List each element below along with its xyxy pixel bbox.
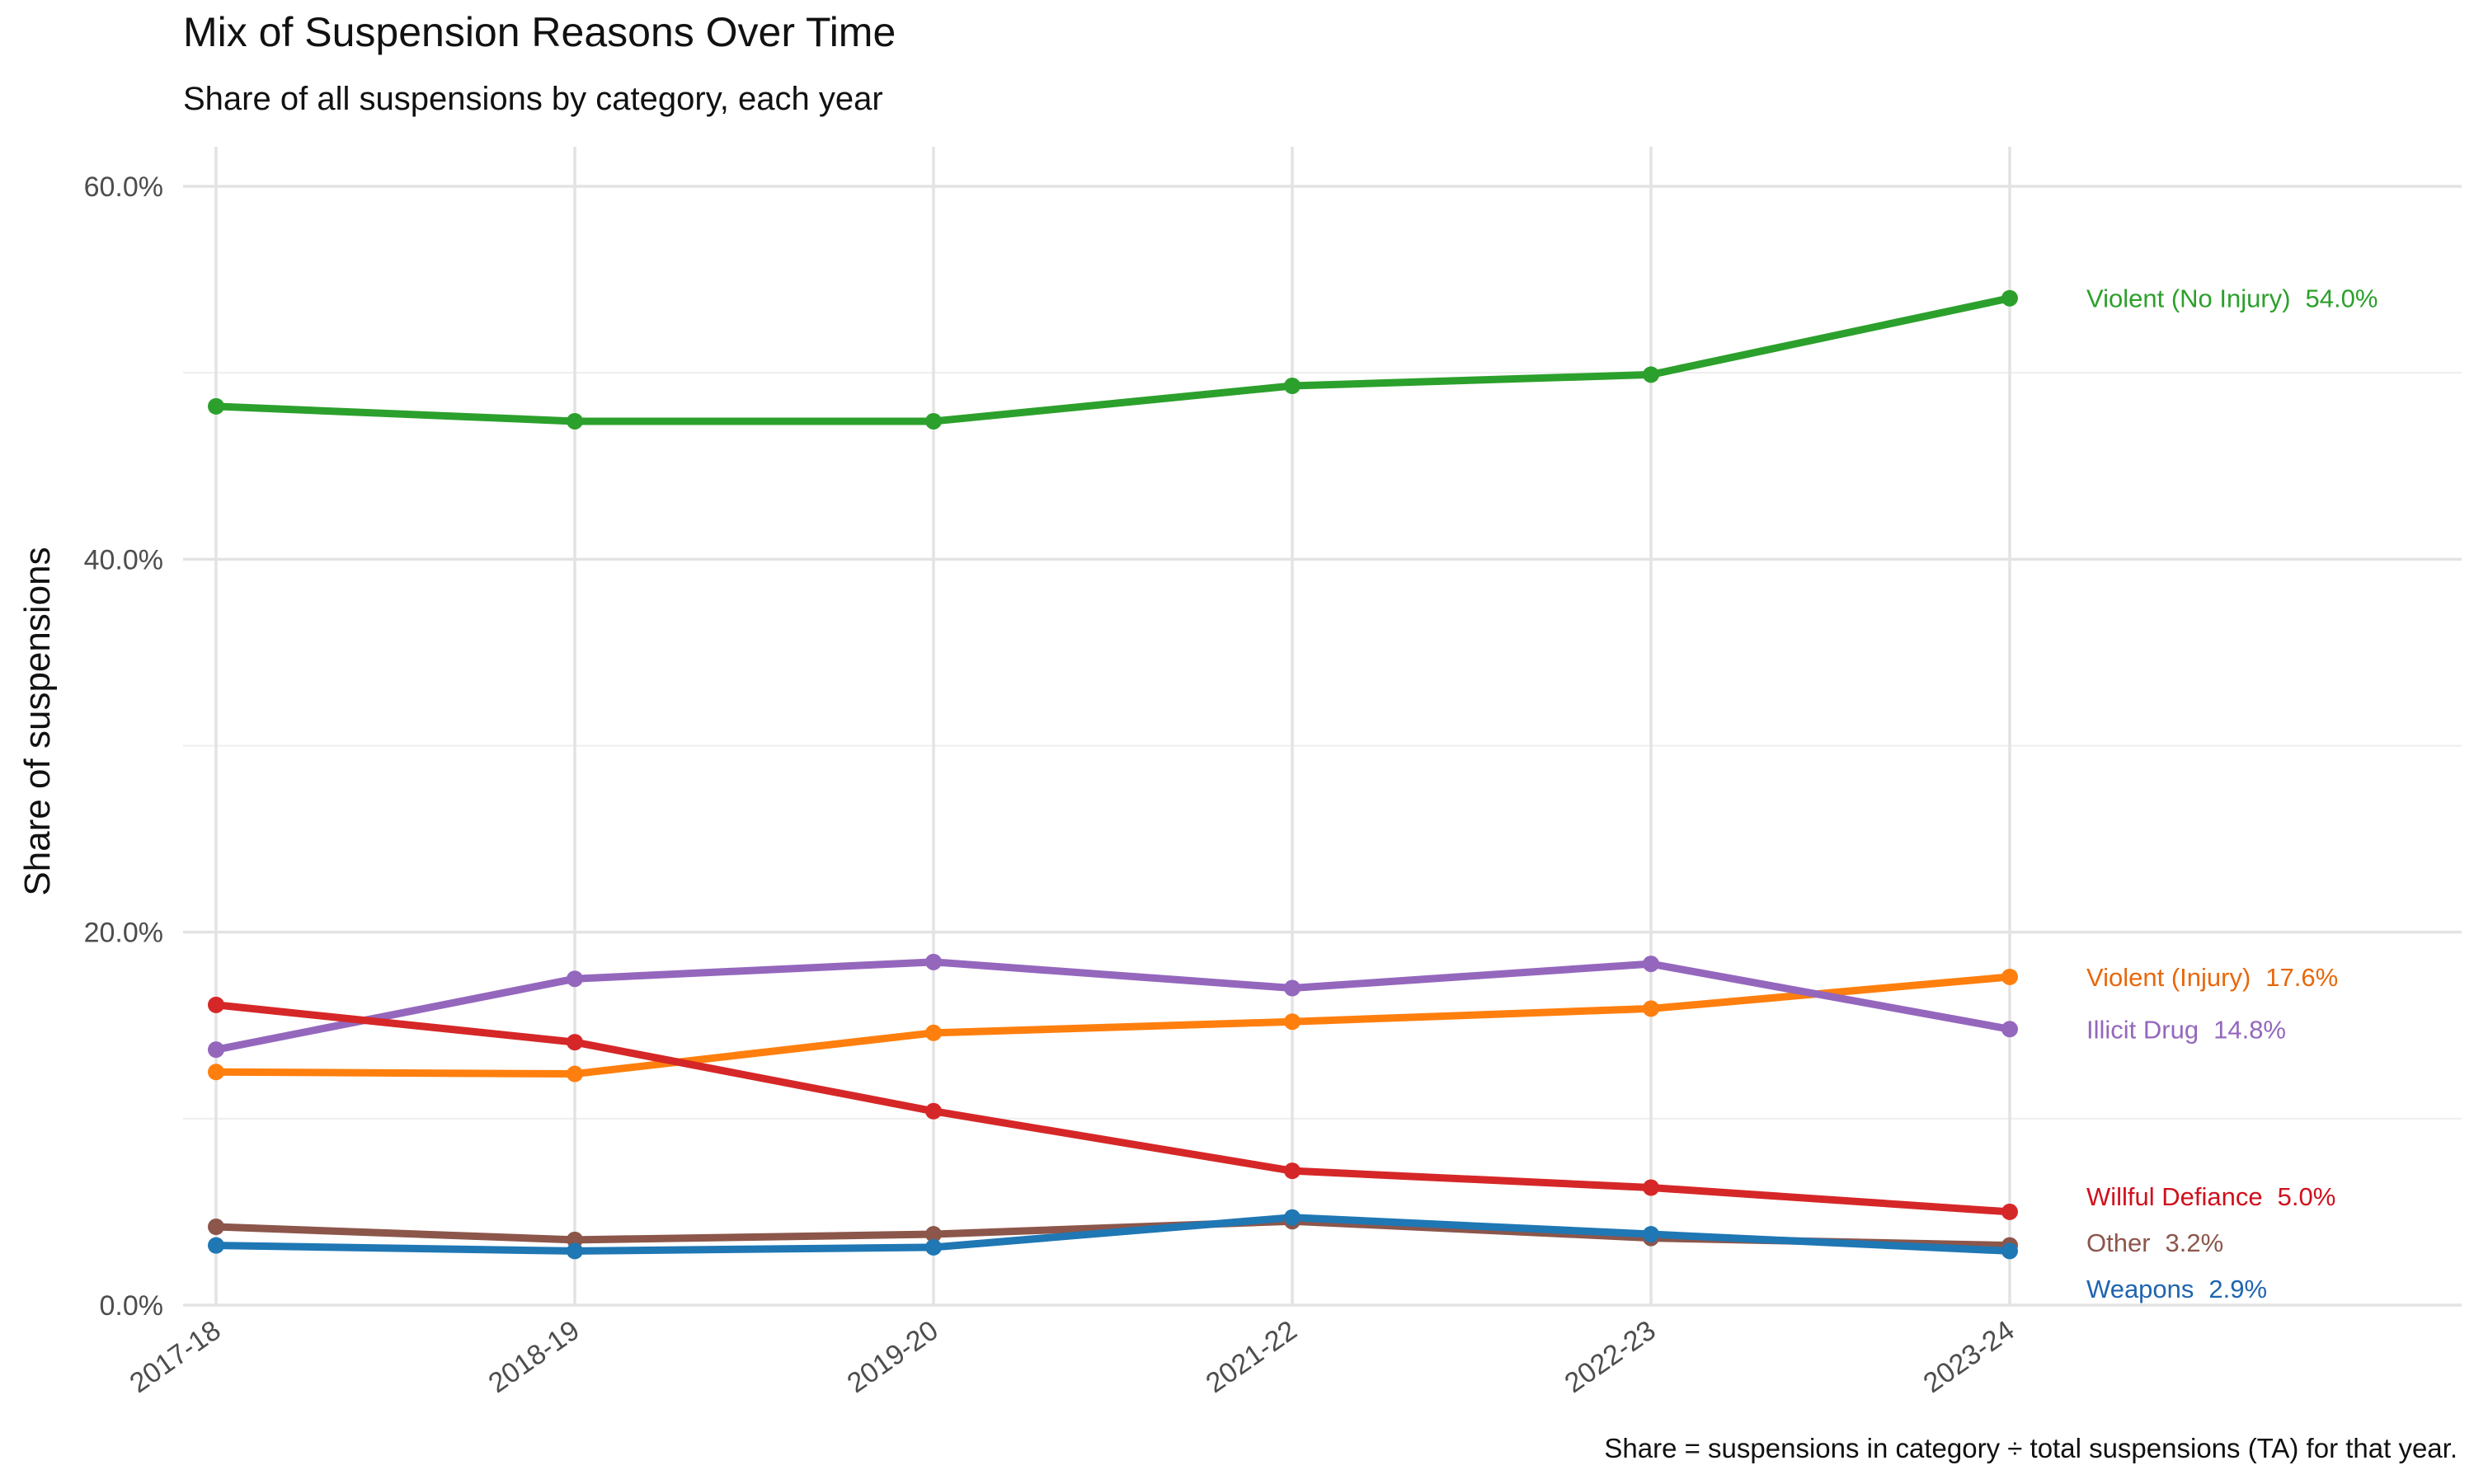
- data-point: [567, 1034, 583, 1051]
- series-end-label: Weapons 2.9%: [2086, 1275, 2267, 1303]
- data-point: [1284, 377, 1300, 394]
- series-labels: Violent (No Injury) 54.0% Violent (Injury)…: [2086, 284, 2378, 1303]
- data-point: [567, 1065, 583, 1082]
- data-point: [2001, 289, 2018, 307]
- series-end-value: 2.9%: [2208, 1275, 2267, 1303]
- data-point: [1643, 366, 1659, 383]
- data-point: [208, 1219, 224, 1236]
- x-tick-label: 2021-22: [1201, 1314, 1303, 1399]
- data-point: [925, 412, 942, 430]
- series-end-label: Violent (Injury) 17.6%: [2086, 963, 2338, 992]
- data-point: [567, 1242, 583, 1260]
- series-end-value: 54.0%: [2306, 284, 2378, 313]
- series-name: Illicit Drug: [2086, 1015, 2199, 1044]
- data-point: [1284, 1162, 1300, 1180]
- x-tick-label: 2022-23: [1559, 1314, 1662, 1399]
- y-tick-label: 20.0%: [84, 918, 163, 949]
- data-point: [2001, 1242, 2018, 1260]
- data-point: [208, 996, 224, 1013]
- series-name: Violent (Injury): [2086, 963, 2251, 992]
- data-point: [208, 1041, 224, 1059]
- series-end-label: Violent (No Injury) 54.0%: [2086, 284, 2378, 313]
- series-line: [212, 958, 2014, 1054]
- x-tick-label: 2018-19: [483, 1314, 586, 1399]
- series-end-value: 17.6%: [2265, 963, 2338, 992]
- data-point: [2001, 1021, 2018, 1038]
- data-point: [567, 412, 583, 430]
- chart-caption: Share = suspensions in category ÷ total …: [1604, 1433, 2458, 1463]
- y-tick-label: 60.0%: [84, 171, 163, 203]
- series-end-value: 3.2%: [2166, 1228, 2224, 1257]
- y-tick-label: 40.0%: [84, 544, 163, 575]
- data-point: [1643, 956, 1659, 973]
- series-name: Violent (No Injury): [2086, 284, 2291, 313]
- data-point: [1284, 1209, 1300, 1226]
- data-point: [2001, 968, 2018, 985]
- data-point: [925, 1102, 942, 1120]
- series-end-value: 5.0%: [2278, 1182, 2336, 1211]
- series-end-label: Willful Defiance 5.0%: [2086, 1182, 2335, 1211]
- x-tick-label: 2019-20: [842, 1314, 944, 1399]
- series-end-value: 14.8%: [2213, 1015, 2286, 1044]
- y-tick-label: 0.0%: [100, 1290, 164, 1322]
- y-axis-title: Share of suspensions: [17, 547, 58, 895]
- grid: [183, 147, 2462, 1307]
- chart-subtitle: Share of all suspensions by category, ea…: [183, 81, 883, 117]
- data-point: [925, 953, 942, 970]
- series-name: Willful Defiance: [2086, 1182, 2263, 1211]
- series-line: [212, 1001, 2014, 1216]
- x-tick-label: 2017-18: [125, 1314, 227, 1399]
- series-line: [212, 1214, 2014, 1255]
- series-end-label: Other 3.2%: [2086, 1228, 2223, 1257]
- data-point: [2001, 1203, 2018, 1220]
- x-tick-label: 2023-24: [1918, 1314, 2020, 1399]
- data-point: [208, 1064, 224, 1081]
- series-end-label: Illicit Drug 14.8%: [2086, 1015, 2286, 1044]
- series-line: [212, 294, 2014, 425]
- data-point: [1643, 1226, 1659, 1243]
- data-point: [1643, 1179, 1659, 1196]
- series-line: [212, 973, 2014, 1078]
- series-name: Weapons: [2086, 1275, 2194, 1303]
- data-point: [1284, 1013, 1300, 1031]
- data-point: [567, 970, 583, 988]
- data-point: [1643, 1000, 1659, 1017]
- data-point: [208, 397, 224, 415]
- data-point: [1284, 979, 1300, 997]
- data-point: [208, 1237, 224, 1254]
- series-name: Other: [2086, 1228, 2151, 1257]
- data-point: [925, 1226, 942, 1243]
- series-lines: [208, 289, 2018, 1260]
- chart-title: Mix of Suspension Reasons Over Time: [183, 9, 896, 55]
- data-point: [925, 1024, 942, 1041]
- data-point: [925, 1238, 942, 1256]
